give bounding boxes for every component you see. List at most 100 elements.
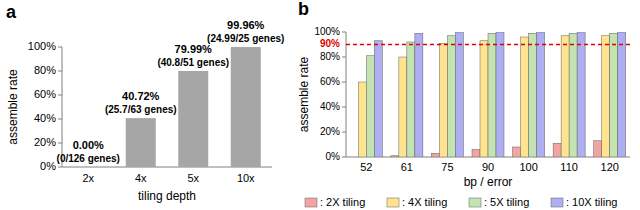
x-tick-label: 90 (482, 161, 494, 173)
x-tick-label: 110 (560, 161, 578, 173)
bar (358, 82, 366, 157)
data-labels: 0.00% (0/126 genes) 40.72% (25.7/63 genes) 7… (57, 19, 285, 164)
y-tick (342, 57, 346, 58)
bar (529, 33, 537, 157)
reference-line (346, 44, 630, 46)
data-labels: 90% (320, 38, 340, 49)
y-tick-label: 20% (320, 126, 340, 137)
y-tick (58, 167, 62, 168)
y-tick-label: 40% (34, 112, 56, 124)
bar (561, 36, 569, 157)
x-tick-label: 10x (237, 172, 255, 184)
bar (178, 71, 208, 167)
legend-swatch (469, 198, 481, 207)
panel-title: a (6, 2, 17, 22)
y-tick (342, 32, 346, 33)
bar (496, 32, 504, 157)
y-tick (58, 143, 62, 144)
y-axis-line (346, 32, 347, 157)
y-tick (58, 119, 62, 120)
y-tick-label: 0% (40, 160, 56, 172)
legend-swatch (305, 198, 317, 207)
panel-title: b (298, 0, 309, 19)
legend-label: : 2X tiling (320, 196, 365, 208)
legend-label: : 4X tiling (402, 196, 447, 208)
y-tick-label: 0% (326, 151, 341, 162)
bar (610, 33, 618, 157)
bar (407, 42, 415, 157)
bar (488, 33, 496, 157)
bar (553, 143, 561, 157)
figure: a assemble rate 0% 20% 40% 60% 80% 100% 2x 4x 5x 10… (0, 0, 640, 210)
y-tick-label: 80% (34, 64, 56, 76)
bar (513, 147, 521, 157)
annotation: (25.7/63 genes) (105, 104, 177, 115)
panel: a assemble rate 0% 20% 40% 60% 80% 100% 2x 4x 5x 10… (6, 2, 284, 203)
data-label: 79.99% (175, 43, 213, 55)
bar (569, 33, 577, 157)
legend: : 2X tiling : 4X tiling : 5X tiling : 10X t… (305, 196, 617, 208)
y-tick-label: 20% (34, 136, 56, 148)
x-tick-label: 4x (135, 172, 147, 184)
x-tick-label: 75 (441, 161, 453, 173)
y-tick (342, 132, 346, 133)
y-tick-label: 80% (320, 51, 340, 62)
y-tick-label: 100% (314, 26, 340, 37)
annotation: (0/126 genes) (57, 153, 120, 164)
panel: b assemble rate 0% 20% 40% 60% 80% 100% 52 61 75 90… (297, 0, 630, 208)
bar (126, 118, 156, 167)
y-tick-label: 60% (320, 76, 340, 87)
data-label: 99.96% (227, 19, 265, 31)
y-tick (342, 157, 346, 158)
marks (346, 32, 630, 157)
bar (73, 167, 103, 168)
bar (399, 57, 407, 157)
bar (415, 33, 423, 157)
bar (455, 32, 463, 157)
bar (618, 32, 626, 157)
x-tick-label: 2x (82, 172, 94, 184)
bar (521, 37, 529, 157)
bar (439, 43, 447, 157)
bar (374, 41, 382, 157)
y-axis-line (62, 47, 63, 167)
reference-label: 90% (320, 38, 340, 49)
y-tick (58, 95, 62, 96)
x-axis-label: bp / error (464, 175, 513, 189)
bar (391, 156, 399, 157)
y-tick-label: 100% (28, 40, 56, 52)
x-tick-label: 61 (401, 161, 413, 173)
legend-swatch (387, 198, 399, 207)
legend-swatch (551, 198, 563, 207)
x-tick-label: 100 (519, 161, 537, 173)
bar (480, 41, 488, 157)
x-tick-label: 52 (360, 161, 372, 173)
bar (431, 153, 439, 157)
x-axis-label: tiling depth (138, 189, 196, 203)
bar (447, 36, 455, 157)
y-tick-label: 60% (34, 88, 56, 100)
y-axis-label: assemble rate (6, 69, 20, 145)
data-label: 0.00% (73, 139, 104, 151)
annotation: (40.8/51 genes) (157, 57, 229, 68)
bar (366, 56, 374, 157)
annotation: (24.99/25 genes) (207, 33, 284, 44)
x-tick-label: 120 (601, 161, 619, 173)
data-label: 40.72% (122, 90, 160, 102)
y-axis-label: assemble rate (297, 56, 311, 132)
y-tick-label: 40% (320, 101, 340, 112)
bar (350, 157, 358, 158)
y-tick (342, 107, 346, 108)
bar (537, 32, 545, 157)
x-tick-label: 5x (187, 172, 199, 184)
bar (231, 47, 261, 167)
bar (577, 32, 585, 157)
bar (472, 150, 480, 158)
bar (602, 36, 610, 157)
legend-label: : 10X tiling (566, 196, 617, 208)
bar (594, 141, 602, 157)
legend-label: : 5X tiling (484, 196, 529, 208)
y-tick (58, 71, 62, 72)
y-tick (58, 47, 62, 48)
y-tick (342, 82, 346, 83)
